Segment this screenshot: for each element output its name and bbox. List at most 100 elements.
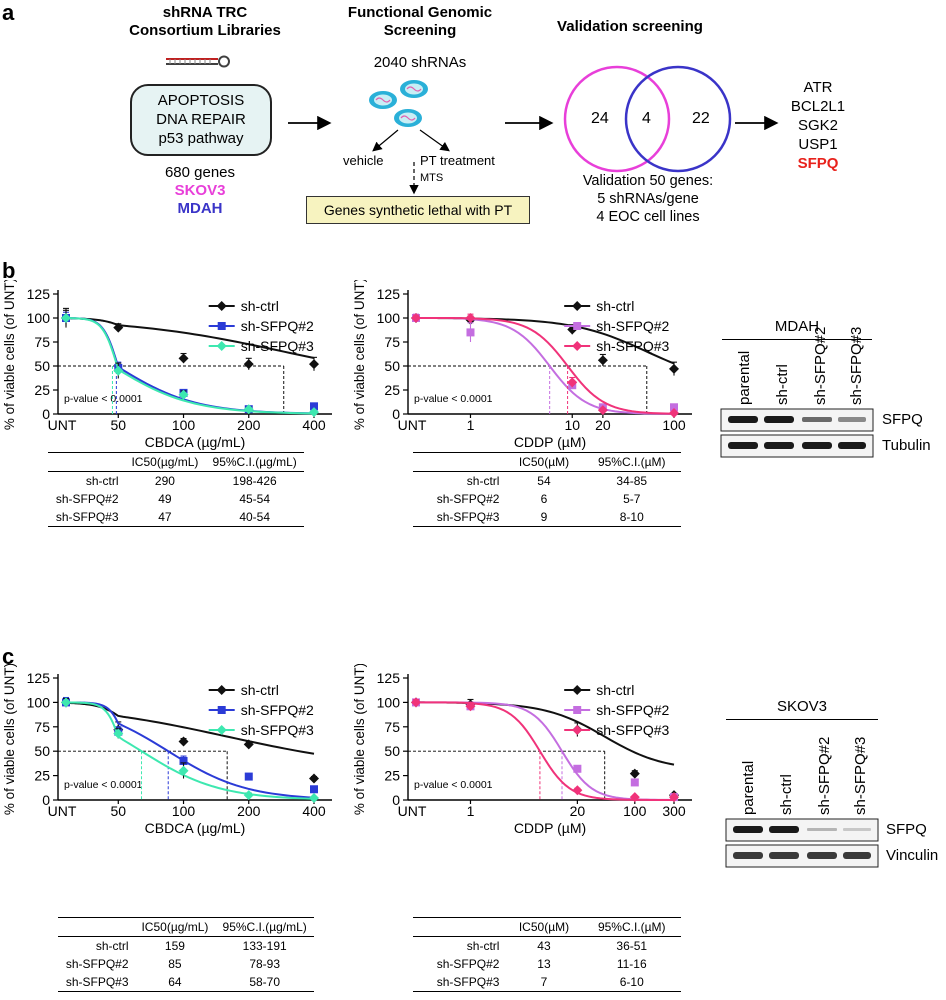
y-tick-label: 0 (392, 792, 400, 808)
x-tick-label: 400 (302, 803, 326, 819)
data-point (243, 739, 254, 750)
x-tick-label: UNT (48, 417, 77, 433)
table-header: IC50(µg/mL) (131, 455, 199, 469)
ic50-table-b-cddp: IC50(µM) 95%C.I.(µM) sh-ctrl 54 34-85 sh-S… (413, 452, 681, 527)
band (807, 828, 837, 831)
y-tick-label: 75 (384, 334, 400, 350)
table-row: sh-SFPQ#3 47 40-54 (48, 508, 304, 527)
x-axis-label: CDDP (µM) (514, 434, 586, 450)
gene-atr: ATR (803, 79, 833, 96)
ic50-table-c-cddp: IC50(µM) 95%C.I.(µM) sh-ctrl 43 36-51 sh-S… (413, 917, 681, 992)
y-tick-label: 50 (34, 358, 50, 374)
gene-list: ATR BCL2L1 SGK2 USP1 SFPQ (773, 78, 863, 173)
lane-label: sh-ctrl (778, 774, 795, 815)
data-point (669, 792, 679, 803)
venn-right-circle (624, 65, 732, 173)
lane-label: parental (736, 350, 753, 405)
legend-marker (216, 725, 227, 735)
legend-label: sh-SFPQ#2 (241, 318, 314, 334)
legend-marker (217, 706, 226, 714)
table-row: sh-SFPQ#3 7 6-10 (413, 973, 681, 992)
blot-frame-sfpq (725, 818, 879, 842)
blot-frame-loading (720, 434, 874, 458)
band (807, 852, 837, 859)
validation-line2: 5 shRNAs/gene (597, 191, 699, 207)
legend-label: sh-ctrl (241, 682, 279, 698)
vehicle-label: vehicle (343, 153, 384, 168)
lane-label: sh-ctrl (774, 364, 791, 405)
data-point (243, 404, 254, 415)
legend-label: sh-SFPQ#3 (596, 338, 669, 354)
table-header: 95%C.I.(µM) (597, 920, 666, 934)
legend-label: sh-ctrl (596, 682, 634, 698)
table-header (48, 453, 125, 472)
x-axis-label: CBDCA (µg/mL) (145, 820, 246, 836)
data-point (178, 765, 189, 776)
legend-marker (572, 341, 583, 351)
data-point (309, 359, 319, 370)
data-point (465, 313, 476, 323)
panel-b-letter: b (2, 258, 16, 283)
legend-label: sh-SFPQ#3 (596, 722, 669, 738)
table-row: sh-SFPQ#3 64 58-70 (58, 973, 314, 992)
x-tick-label: 100 (172, 417, 196, 433)
legend-marker (572, 685, 583, 695)
venn-overlap-count: 4 (642, 110, 651, 127)
x-tick-label: UNT (398, 803, 427, 819)
x-tick-label: 1 (467, 803, 475, 819)
data-point (243, 790, 254, 801)
y-tick-label: 25 (384, 768, 400, 784)
blot-frame-loading (725, 844, 879, 868)
library-title-line1: shRNA TRC (162, 4, 248, 21)
cell-icon (394, 109, 422, 127)
table-row: sh-SFPQ#2 13 11-16 (436, 957, 647, 971)
series-curve-sh-SFPQ#3 (65, 701, 315, 800)
band-label-sfpq: SFPQ (882, 411, 923, 428)
shrna-hairpin-icon (166, 55, 230, 68)
library-title: shRNA TRC Consortium Libraries (120, 4, 290, 40)
x-tick-label: 400 (302, 417, 326, 433)
western-c-cell-line: SKOV3 (776, 698, 828, 715)
data-point (178, 389, 189, 400)
y-tick-label: 100 (27, 310, 51, 326)
data-point (309, 773, 319, 784)
y-tick-label: 0 (392, 406, 400, 422)
band-label-sfpq: SFPQ (886, 821, 927, 838)
gene-sfpq: SFPQ (797, 155, 839, 172)
validation-line1: Validation 50 genes: (582, 173, 714, 189)
cell-line-mdah: MDAH (177, 200, 223, 217)
series-curve-sh-SFPQ#3 (65, 317, 315, 415)
shrna-count: 2040 shRNAs (373, 54, 467, 71)
y-tick-label: 0 (42, 406, 50, 422)
data-point (113, 365, 124, 376)
arrow-to-vehicle (372, 129, 399, 152)
cell-icon (400, 80, 428, 98)
table-header: 95%C.I.(µM) (597, 455, 666, 469)
table-row: sh-SFPQ#2 85 78-93 (65, 957, 281, 971)
p-value-annotation: p-value < 0.0001 (64, 779, 143, 791)
synthetic-lethal-box: Genes synthetic lethal with PT (306, 196, 530, 224)
data-point (572, 785, 583, 796)
legend-marker (217, 322, 226, 330)
legend-marker (573, 706, 582, 714)
band (728, 442, 758, 449)
band-label-tubulin: Tubulin (882, 437, 931, 454)
legend-label: sh-ctrl (241, 298, 279, 314)
band-label-vinculin: Vinculin (886, 847, 939, 864)
cell-line-skov3: SKOV3 (174, 182, 226, 199)
data-point (597, 355, 608, 366)
legend-marker (216, 685, 227, 695)
mts-label: MTS (420, 172, 444, 184)
band (843, 852, 871, 859)
table-header (413, 453, 505, 472)
y-tick-label: 125 (377, 670, 401, 686)
western-b-lanes: parental sh-ctrl sh-SFPQ#2 sh-SFPQ#3 (726, 327, 876, 413)
ic50-table-b-cbdca: IC50(µg/mL) 95%C.I.(µg/mL) sh-ctrl 290 198… (48, 452, 304, 527)
western-c-underline (726, 719, 878, 720)
x-tick-label: 100 (662, 417, 686, 433)
y-tick-label: 50 (384, 743, 400, 759)
western-b-cell-line: MDAH (774, 318, 820, 335)
table-row: sh-SFPQ#2 6 5-7 (436, 492, 641, 506)
table-row: sh-ctrl 290 198-426 (85, 474, 277, 488)
band (802, 417, 832, 422)
